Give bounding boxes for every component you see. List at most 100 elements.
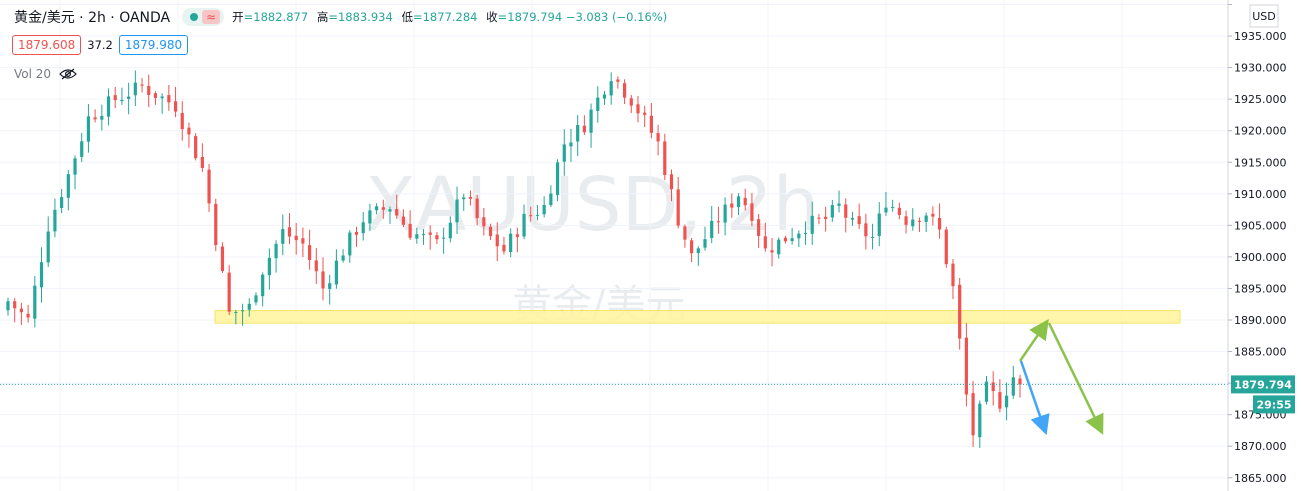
current-price-label: 1879.794	[1234, 378, 1292, 391]
candle-body	[475, 198, 479, 219]
candle-body	[736, 196, 741, 208]
price-axis-ticks: 1865.0001870.0001875.0001880.0001885.000…	[1228, 4, 1287, 485]
candle-body	[803, 233, 808, 235]
candle-body	[127, 96, 131, 99]
candle-body	[529, 215, 533, 217]
axis-tick-label: 1935.000	[1234, 30, 1287, 43]
candle-body	[743, 197, 747, 206]
high-label: 高	[316, 10, 329, 24]
candle-body	[710, 220, 714, 239]
candle-body	[951, 263, 955, 287]
candle-body	[421, 234, 426, 236]
low-value: =1877.284	[412, 10, 478, 24]
candle-body	[622, 83, 627, 98]
candle-body	[267, 257, 271, 276]
candle-body	[214, 203, 218, 246]
candle-body	[39, 262, 44, 288]
candle-body	[998, 392, 1002, 409]
forecast-arrows[interactable]	[1018, 319, 1104, 436]
volume-label[interactable]: Vol 20	[14, 67, 52, 81]
candle-body	[348, 232, 352, 256]
candle-body	[830, 205, 834, 218]
candle-body	[937, 217, 942, 230]
candle-body	[857, 216, 861, 225]
candle-body	[153, 93, 158, 98]
candle-body	[502, 244, 506, 252]
support-resistance-zone	[214, 310, 1181, 324]
candle-body	[656, 133, 660, 142]
candle-body	[535, 214, 540, 216]
status-pill[interactable]: ≈	[182, 8, 225, 26]
candle-body	[797, 233, 801, 239]
candle-body	[448, 222, 452, 239]
candle-body	[86, 116, 91, 142]
axis-tick-label: 1910.000	[1234, 188, 1287, 201]
candle-body	[944, 229, 948, 265]
candle-body	[133, 82, 137, 96]
candle-body	[180, 112, 184, 130]
candle-body	[757, 219, 761, 236]
candle-body	[917, 220, 922, 222]
candle-body	[824, 216, 828, 219]
candle-body	[904, 216, 908, 225]
support-zone[interactable]	[214, 310, 1181, 324]
candle-body	[636, 104, 640, 114]
candle-body	[281, 229, 285, 244]
candle-body	[261, 274, 265, 297]
bid-ask-row: 1879.608 37.2 1879.980	[12, 35, 189, 55]
candle-body	[958, 284, 962, 339]
high-value: =1883.934	[328, 10, 393, 24]
candle-body	[870, 236, 875, 238]
axis-tick-label: 1895.000	[1234, 282, 1287, 295]
candle-body	[596, 97, 600, 111]
replay-icon[interactable]: ≈	[202, 10, 221, 24]
currency-badge	[1249, 4, 1279, 28]
candle-body	[884, 207, 888, 213]
candle-body	[200, 156, 204, 168]
candle-body	[763, 236, 767, 249]
candle-body	[328, 283, 332, 289]
candle-body	[643, 112, 647, 115]
candle-body	[509, 233, 513, 253]
candle-body	[964, 337, 968, 395]
axis-tick-label: 1930.000	[1234, 62, 1287, 75]
candle-body	[381, 207, 385, 210]
sell-price-button[interactable]: 1879.608	[12, 35, 82, 55]
axis-tick-label: 1905.000	[1234, 219, 1287, 232]
candle-body	[26, 313, 30, 318]
candle-body	[227, 272, 231, 312]
candle-body	[368, 210, 372, 224]
axis-tick-label: 1865.000	[1234, 472, 1287, 485]
symbol-title[interactable]: 黄金/美元 · 2h · OANDA	[14, 10, 171, 26]
buy-price-button[interactable]: 1879.980	[118, 35, 189, 55]
candle-body	[100, 116, 104, 120]
candle-body	[582, 125, 586, 133]
candle-body	[73, 158, 77, 175]
candle-body	[187, 127, 191, 135]
candle-body	[549, 193, 553, 206]
candle-body	[1011, 377, 1015, 396]
candle-body	[542, 205, 546, 215]
candle-body	[341, 255, 345, 261]
spread-value: 37.2	[87, 38, 113, 52]
candle-body	[669, 174, 674, 190]
volume-indicator-row[interactable]: Vol 20	[14, 67, 77, 81]
hide-eye-icon[interactable]	[59, 68, 77, 80]
open-label: 开	[232, 10, 244, 24]
low-label: 低	[401, 10, 413, 24]
countdown-label: 29:55	[1256, 398, 1291, 411]
candle-body	[173, 101, 178, 112]
candle-body	[482, 217, 486, 227]
candle-body	[375, 206, 379, 211]
candle-body	[354, 231, 359, 235]
close-value: =1879.794 −3.083 (−0.16%)	[497, 10, 668, 24]
candle-body	[388, 209, 392, 212]
candle-body	[240, 310, 245, 312]
candle-body	[911, 219, 915, 227]
candle-body	[777, 239, 781, 255]
candle-body	[287, 227, 292, 237]
candle-body	[462, 197, 466, 200]
symbol-watermark: XAUUSD, 2h 黄金/美元	[365, 162, 820, 328]
candle-body	[428, 232, 432, 235]
